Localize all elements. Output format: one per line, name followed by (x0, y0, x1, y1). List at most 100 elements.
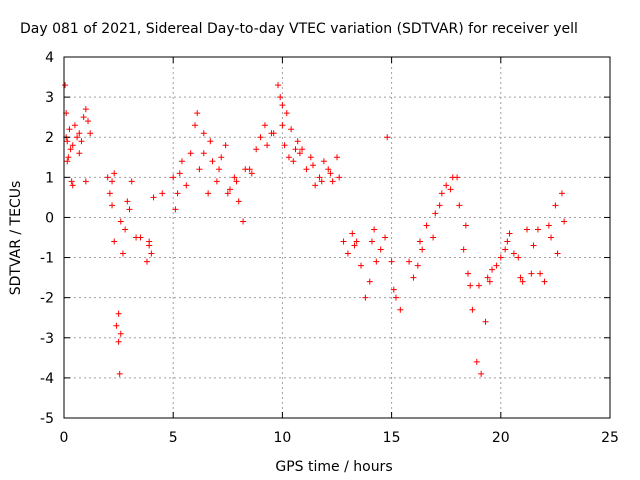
data-point (174, 190, 181, 197)
data-point (64, 138, 71, 145)
data-point (213, 178, 220, 185)
data-point (233, 178, 240, 185)
y-tick-label: -2 (40, 291, 54, 307)
data-point (248, 170, 255, 177)
data-point (109, 178, 116, 185)
data-point (69, 182, 76, 189)
data-point (235, 198, 242, 205)
data-point (414, 262, 421, 269)
data-point (113, 322, 120, 329)
data-point (261, 122, 268, 129)
data-point (115, 338, 122, 345)
data-point (410, 274, 417, 281)
data-point (242, 166, 249, 173)
data-point (226, 186, 233, 193)
x-tick-label: 15 (383, 430, 401, 446)
data-point (64, 158, 71, 165)
data-point (351, 242, 358, 249)
data-point (268, 130, 275, 137)
data-point (344, 250, 351, 257)
data-point (82, 106, 89, 113)
data-point (558, 190, 565, 197)
data-point (119, 250, 126, 257)
data-point (362, 294, 369, 301)
data-point (554, 250, 561, 257)
data-point (117, 330, 124, 337)
data-point (475, 282, 482, 289)
data-point (467, 282, 474, 289)
grid-lines (64, 57, 610, 418)
data-point (128, 178, 135, 185)
data-point (205, 190, 212, 197)
data-point (279, 122, 286, 129)
data-point (294, 138, 301, 145)
data-point (275, 82, 282, 89)
y-axis-label: SDTVAR / TECUs (8, 181, 24, 296)
data-point (390, 286, 397, 293)
data-point (292, 146, 299, 153)
data-point (368, 238, 375, 245)
data-point (460, 246, 467, 253)
data-point (493, 262, 500, 269)
x-tick-label: 5 (169, 430, 178, 446)
data-point (318, 178, 325, 185)
data-point (486, 278, 493, 285)
data-point (117, 218, 124, 225)
data-point (277, 94, 284, 101)
data-point (172, 206, 179, 213)
data-point (285, 154, 292, 161)
data-point (438, 190, 445, 197)
data-point (534, 226, 541, 233)
y-tick-label: 0 (45, 210, 54, 226)
data-point (462, 222, 469, 229)
y-tick-label: 3 (45, 90, 54, 106)
data-point (373, 258, 380, 265)
data-point (524, 226, 531, 233)
y-tick-label: -4 (40, 371, 54, 387)
data-point (281, 142, 288, 149)
data-point (240, 218, 247, 225)
data-point (148, 250, 155, 257)
data-point (170, 174, 177, 181)
data-point (384, 134, 391, 141)
data-point (388, 258, 395, 265)
data-point (69, 142, 76, 149)
data-point (207, 138, 214, 145)
x-tick-label: 0 (60, 430, 69, 446)
y-tick-label: -5 (40, 411, 54, 427)
data-point (423, 222, 430, 229)
data-point (74, 134, 81, 141)
data-point (146, 238, 153, 245)
data-points (62, 82, 568, 377)
data-point (209, 158, 216, 165)
data-point (530, 242, 537, 249)
data-point (336, 174, 343, 181)
data-point (159, 190, 166, 197)
data-point (502, 246, 509, 253)
data-point (283, 110, 290, 117)
data-point (541, 278, 548, 285)
data-point (447, 186, 454, 193)
data-point (78, 138, 85, 145)
data-point (309, 162, 316, 169)
x-tick-label: 20 (492, 430, 510, 446)
y-tick-label: 2 (45, 130, 54, 146)
data-point (482, 318, 489, 325)
data-point (200, 130, 207, 137)
data-point (312, 182, 319, 189)
data-point (419, 246, 426, 253)
data-point (325, 166, 332, 173)
data-point (497, 254, 504, 261)
data-point (320, 158, 327, 165)
data-point (506, 230, 513, 237)
data-point (106, 190, 113, 197)
y-tick-label: -3 (40, 331, 54, 347)
data-point (469, 306, 476, 313)
data-point (66, 126, 73, 133)
data-point (76, 150, 83, 157)
data-point (218, 154, 225, 161)
data-point (126, 206, 133, 213)
data-point (192, 122, 199, 129)
tick-labels: 0 5 10 15 20 25 -5 -4 -3 -2 -1 0 1 2 3 4 (40, 50, 619, 446)
